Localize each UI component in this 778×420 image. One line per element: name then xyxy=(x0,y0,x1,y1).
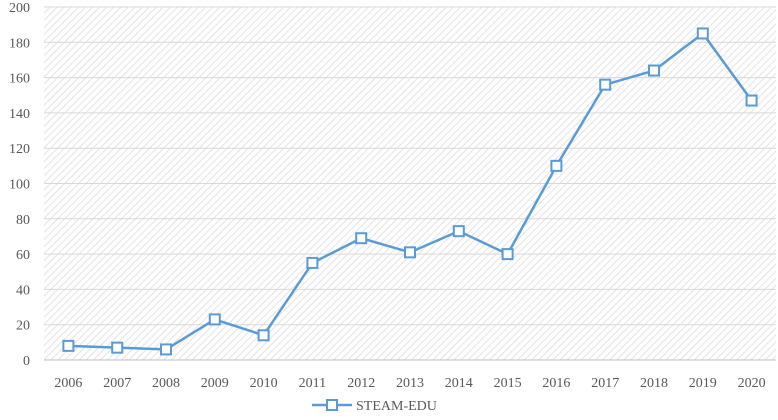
x-tick-label: 2007 xyxy=(103,376,131,391)
data-point-marker xyxy=(355,232,368,245)
x-tick-label: 2017 xyxy=(591,376,619,391)
data-point-marker xyxy=(404,246,416,259)
y-axis-tick-labels: 0 20 40 60 80 100 120 140 160 180 200 xyxy=(9,1,30,369)
y-tick-label: 40 xyxy=(16,283,30,298)
y-tick-label: 0 xyxy=(23,354,30,369)
data-point-marker xyxy=(62,339,75,352)
x-tick-label: 2015 xyxy=(494,376,522,391)
legend-label: STEAM-EDU xyxy=(356,399,437,414)
x-tick-label: 2019 xyxy=(689,376,717,391)
data-point-marker xyxy=(745,94,758,107)
data-point-marker xyxy=(111,341,124,354)
x-tick-label: 2014 xyxy=(445,376,473,391)
y-tick-label: 20 xyxy=(16,319,30,334)
x-tick-label: 2006 xyxy=(54,376,82,391)
data-point-marker xyxy=(208,313,221,326)
x-axis-tick-labels: 2006 2007 2008 2009 2010 2011 2012 2013 2014 2015… xyxy=(54,376,765,391)
data-point-marker xyxy=(599,78,612,91)
x-tick-label: 2009 xyxy=(201,376,229,391)
data-point-marker xyxy=(550,159,563,172)
x-tick-label: 2010 xyxy=(250,376,278,391)
x-tick-label: 2016 xyxy=(542,376,570,391)
data-point-marker xyxy=(696,27,709,40)
x-tick-label: 2012 xyxy=(347,376,375,391)
gridlines xyxy=(44,6,776,361)
y-tick-label: 100 xyxy=(9,178,30,193)
y-tick-label: 80 xyxy=(16,213,30,228)
x-tick-label: 2020 xyxy=(738,376,766,391)
data-point-marker xyxy=(648,64,660,77)
y-tick-label: 140 xyxy=(9,107,30,122)
y-tick-label: 200 xyxy=(9,1,30,16)
y-tick-label: 60 xyxy=(16,248,30,263)
data-point-marker xyxy=(160,343,172,356)
x-tick-label: 2011 xyxy=(299,376,326,391)
legend: STEAM-EDU xyxy=(312,399,437,414)
y-tick-label: 180 xyxy=(9,36,30,51)
series-layer xyxy=(62,27,758,356)
x-tick-label: 2018 xyxy=(640,376,668,391)
data-point-marker xyxy=(257,329,270,342)
y-tick-label: 120 xyxy=(9,142,30,157)
y-tick-label: 160 xyxy=(9,72,30,87)
x-tick-label: 2013 xyxy=(396,376,424,391)
data-point-marker xyxy=(452,225,465,238)
legend-marker-swatch xyxy=(326,399,338,411)
data-point-marker xyxy=(501,248,514,261)
x-tick-label: 2008 xyxy=(152,376,180,391)
data-point-marker xyxy=(306,256,319,269)
